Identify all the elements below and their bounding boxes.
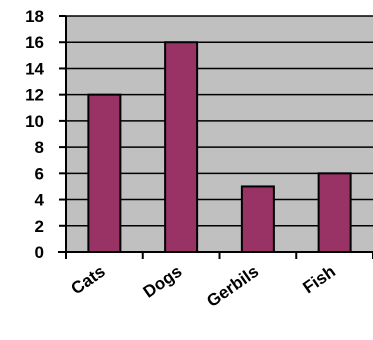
y-axis-tick-labels: 0 2 4 6 8 10 12 14 16 18 [25,7,66,262]
x-category-label-cats: Cats [68,262,109,299]
y-tick-label-12: 12 [25,86,44,105]
y-tick-label-0: 0 [35,243,44,262]
y-tick-label-6: 6 [35,164,44,183]
bar-gerbils [240,185,275,253]
y-tick-label-8: 8 [35,138,44,157]
axes [58,16,373,259]
x-category-label-gerbils: Gerbils [203,262,262,311]
bar-dogs [164,41,199,253]
x-category-label-dogs: Dogs [140,262,186,302]
bar-fish [317,172,352,253]
y-tick-label-14: 14 [25,59,44,78]
y-tick-label-16: 16 [25,33,44,52]
x-axis-category-labels: Cats Dogs Gerbils Fish [68,262,339,311]
bar-cats [87,93,122,253]
bars [87,41,352,253]
x-category-label-fish: Fish [299,262,339,298]
y-tick-label-10: 10 [25,112,44,131]
y-tick-label-4: 4 [35,191,45,210]
y-tick-label-18: 18 [25,7,44,26]
y-tick-label-2: 2 [35,217,44,236]
